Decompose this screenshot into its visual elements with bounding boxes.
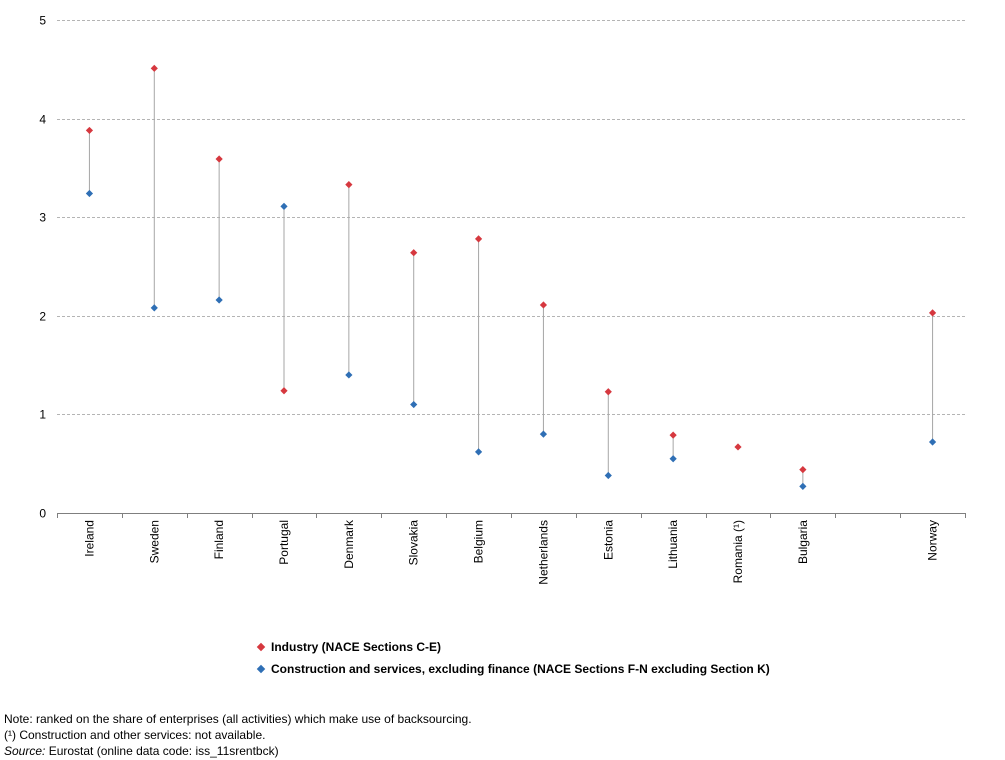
point-construction-services [410,400,418,409]
y-tick-label: 5 [39,14,46,28]
legend-label-industry: Industry (NACE Sections C-E) [271,640,442,654]
point-industry [85,126,94,135]
range-lines [88,68,934,487]
chart-notes: Note: ranked on the share of enterprises… [4,711,472,759]
point-construction-services [280,202,288,210]
point-construction-services [85,189,94,198]
x-tick-label: Romania (¹) [731,520,745,583]
point-industry [669,431,677,439]
point-construction-services [474,448,483,456]
point-construction-services [799,482,807,490]
point-industry [474,235,483,243]
legend-item-construction-services: Construction and services, excluding fin… [256,662,770,676]
point-construction-services [604,471,612,480]
point-industry [539,301,548,309]
chart: 0 1 2 3 4 5 Ireland Sweden Finland Portugal Denma… [39,14,966,585]
source-text: Eurostat (online data code: iss_11srentb… [45,744,279,758]
point-industry [734,443,742,451]
x-tick-label: Estonia [601,520,615,560]
y-tick-label: 0 [39,507,46,521]
point-construction-services [215,296,223,304]
point-construction-services [539,430,548,438]
x-tick-label: Bulgaria [796,520,810,564]
point-industry [215,155,223,163]
point-construction-services [928,438,937,446]
x-tick-label: Portugal [277,520,291,565]
legend-marker-industry [256,642,266,652]
x-tick-label: Lithuania [666,520,680,569]
x-tick-label: Ireland [82,520,96,557]
y-tick-label: 1 [39,408,46,422]
legend-label-construction-services: Construction and services, excluding fin… [271,662,770,676]
data-points [85,64,937,490]
point-industry [410,249,418,257]
x-tick-label: Finland [212,520,226,559]
point-industry [345,181,353,189]
x-tick-label: Norway [926,520,940,561]
source-line: Source: Eurostat (online data code: iss_… [4,743,472,759]
x-tick-label: Belgium [472,520,486,563]
note-text: Note: ranked on the share of enterprises… [4,712,472,726]
source-label: Source: [4,744,46,758]
point-industry [799,466,807,474]
point-construction-services [150,304,158,312]
point-industry [150,64,158,72]
y-tick-label: 3 [39,211,46,225]
footnote-text: (¹) Construction and other services: not… [4,728,266,742]
y-tick-label: 2 [39,310,46,324]
point-industry [928,309,937,317]
gridlines [57,20,965,415]
point-construction-services [669,455,677,463]
y-axis: 0 1 2 3 4 5 [39,14,46,521]
x-axis: Ireland Sweden Finland Portugal Denmark Slova… [57,513,966,585]
legend-marker-construction-services [256,664,266,674]
point-industry [604,388,612,396]
x-tick-label: Denmark [342,519,356,569]
x-tick-label: Netherlands [536,520,550,585]
point-construction-services [345,371,353,379]
y-tick-label: 4 [39,113,46,127]
x-tick-label: Slovakia [407,520,421,566]
legend-item-industry: Industry (NACE Sections C-E) [256,640,442,654]
point-industry [280,387,288,395]
x-tick-label: Sweden [147,520,161,563]
